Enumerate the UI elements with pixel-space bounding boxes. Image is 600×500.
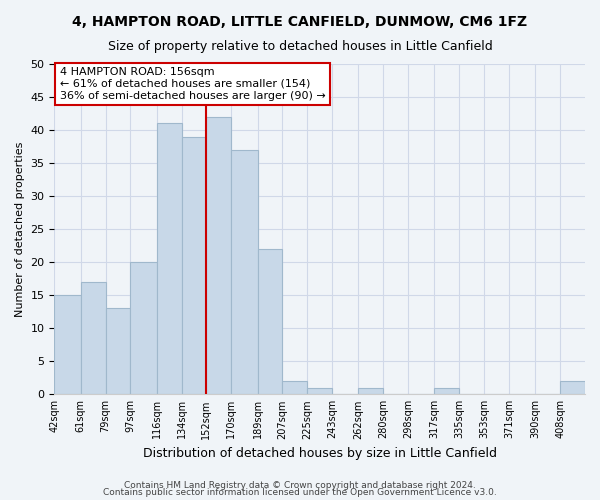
Bar (434, 388, 459, 394)
Bar (307, 388, 332, 394)
Text: Size of property relative to detached houses in Little Canfield: Size of property relative to detached ho… (107, 40, 493, 53)
Bar (182, 136, 206, 394)
Bar (130, 262, 157, 394)
X-axis label: Distribution of detached houses by size in Little Canfield: Distribution of detached houses by size … (143, 447, 497, 460)
Bar (80, 282, 106, 395)
Text: Contains HM Land Registry data © Crown copyright and database right 2024.: Contains HM Land Registry data © Crown c… (124, 480, 476, 490)
Bar (106, 308, 130, 394)
Bar (257, 249, 283, 394)
Bar (206, 117, 231, 394)
Bar (560, 381, 585, 394)
Bar (358, 388, 383, 394)
Text: Contains public sector information licensed under the Open Government Licence v3: Contains public sector information licen… (103, 488, 497, 497)
Text: 4 HAMPTON ROAD: 156sqm
← 61% of detached houses are smaller (154)
36% of semi-de: 4 HAMPTON ROAD: 156sqm ← 61% of detached… (60, 68, 325, 100)
Bar (157, 124, 182, 394)
Bar (55, 295, 80, 394)
Y-axis label: Number of detached properties: Number of detached properties (15, 142, 25, 317)
Bar (231, 150, 257, 394)
Bar (283, 381, 307, 394)
Text: 4, HAMPTON ROAD, LITTLE CANFIELD, DUNMOW, CM6 1FZ: 4, HAMPTON ROAD, LITTLE CANFIELD, DUNMOW… (73, 15, 527, 29)
